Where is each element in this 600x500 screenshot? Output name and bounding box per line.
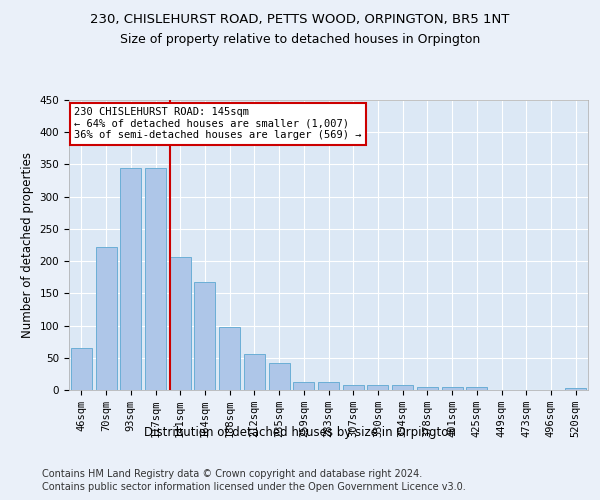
Bar: [194, 282, 215, 390]
Bar: [95, 247, 116, 390]
Text: 230, CHISLEHURST ROAD, PETTS WOOD, ORPINGTON, BR5 1NT: 230, CHISLEHURST ROAD, PETTS WOOD, ORPIN…: [91, 12, 509, 26]
Text: Contains public sector information licensed under the Open Government Licence v3: Contains public sector information licen…: [42, 482, 466, 492]
Text: Distribution of detached houses by size in Orpington: Distribution of detached houses by size …: [144, 426, 456, 439]
Bar: [442, 387, 463, 390]
Bar: [145, 168, 166, 390]
Bar: [565, 388, 586, 390]
Bar: [417, 387, 438, 390]
Bar: [170, 256, 191, 390]
Bar: [120, 168, 141, 390]
Text: Size of property relative to detached houses in Orpington: Size of property relative to detached ho…: [120, 32, 480, 46]
Text: Contains HM Land Registry data © Crown copyright and database right 2024.: Contains HM Land Registry data © Crown c…: [42, 469, 422, 479]
Bar: [466, 388, 487, 390]
Y-axis label: Number of detached properties: Number of detached properties: [21, 152, 34, 338]
Bar: [343, 386, 364, 390]
Text: 230 CHISLEHURST ROAD: 145sqm
← 64% of detached houses are smaller (1,007)
36% of: 230 CHISLEHURST ROAD: 145sqm ← 64% of de…: [74, 108, 362, 140]
Bar: [318, 382, 339, 390]
Bar: [244, 354, 265, 390]
Bar: [367, 386, 388, 390]
Bar: [392, 386, 413, 390]
Bar: [269, 363, 290, 390]
Bar: [293, 382, 314, 390]
Bar: [219, 328, 240, 390]
Bar: [71, 348, 92, 390]
